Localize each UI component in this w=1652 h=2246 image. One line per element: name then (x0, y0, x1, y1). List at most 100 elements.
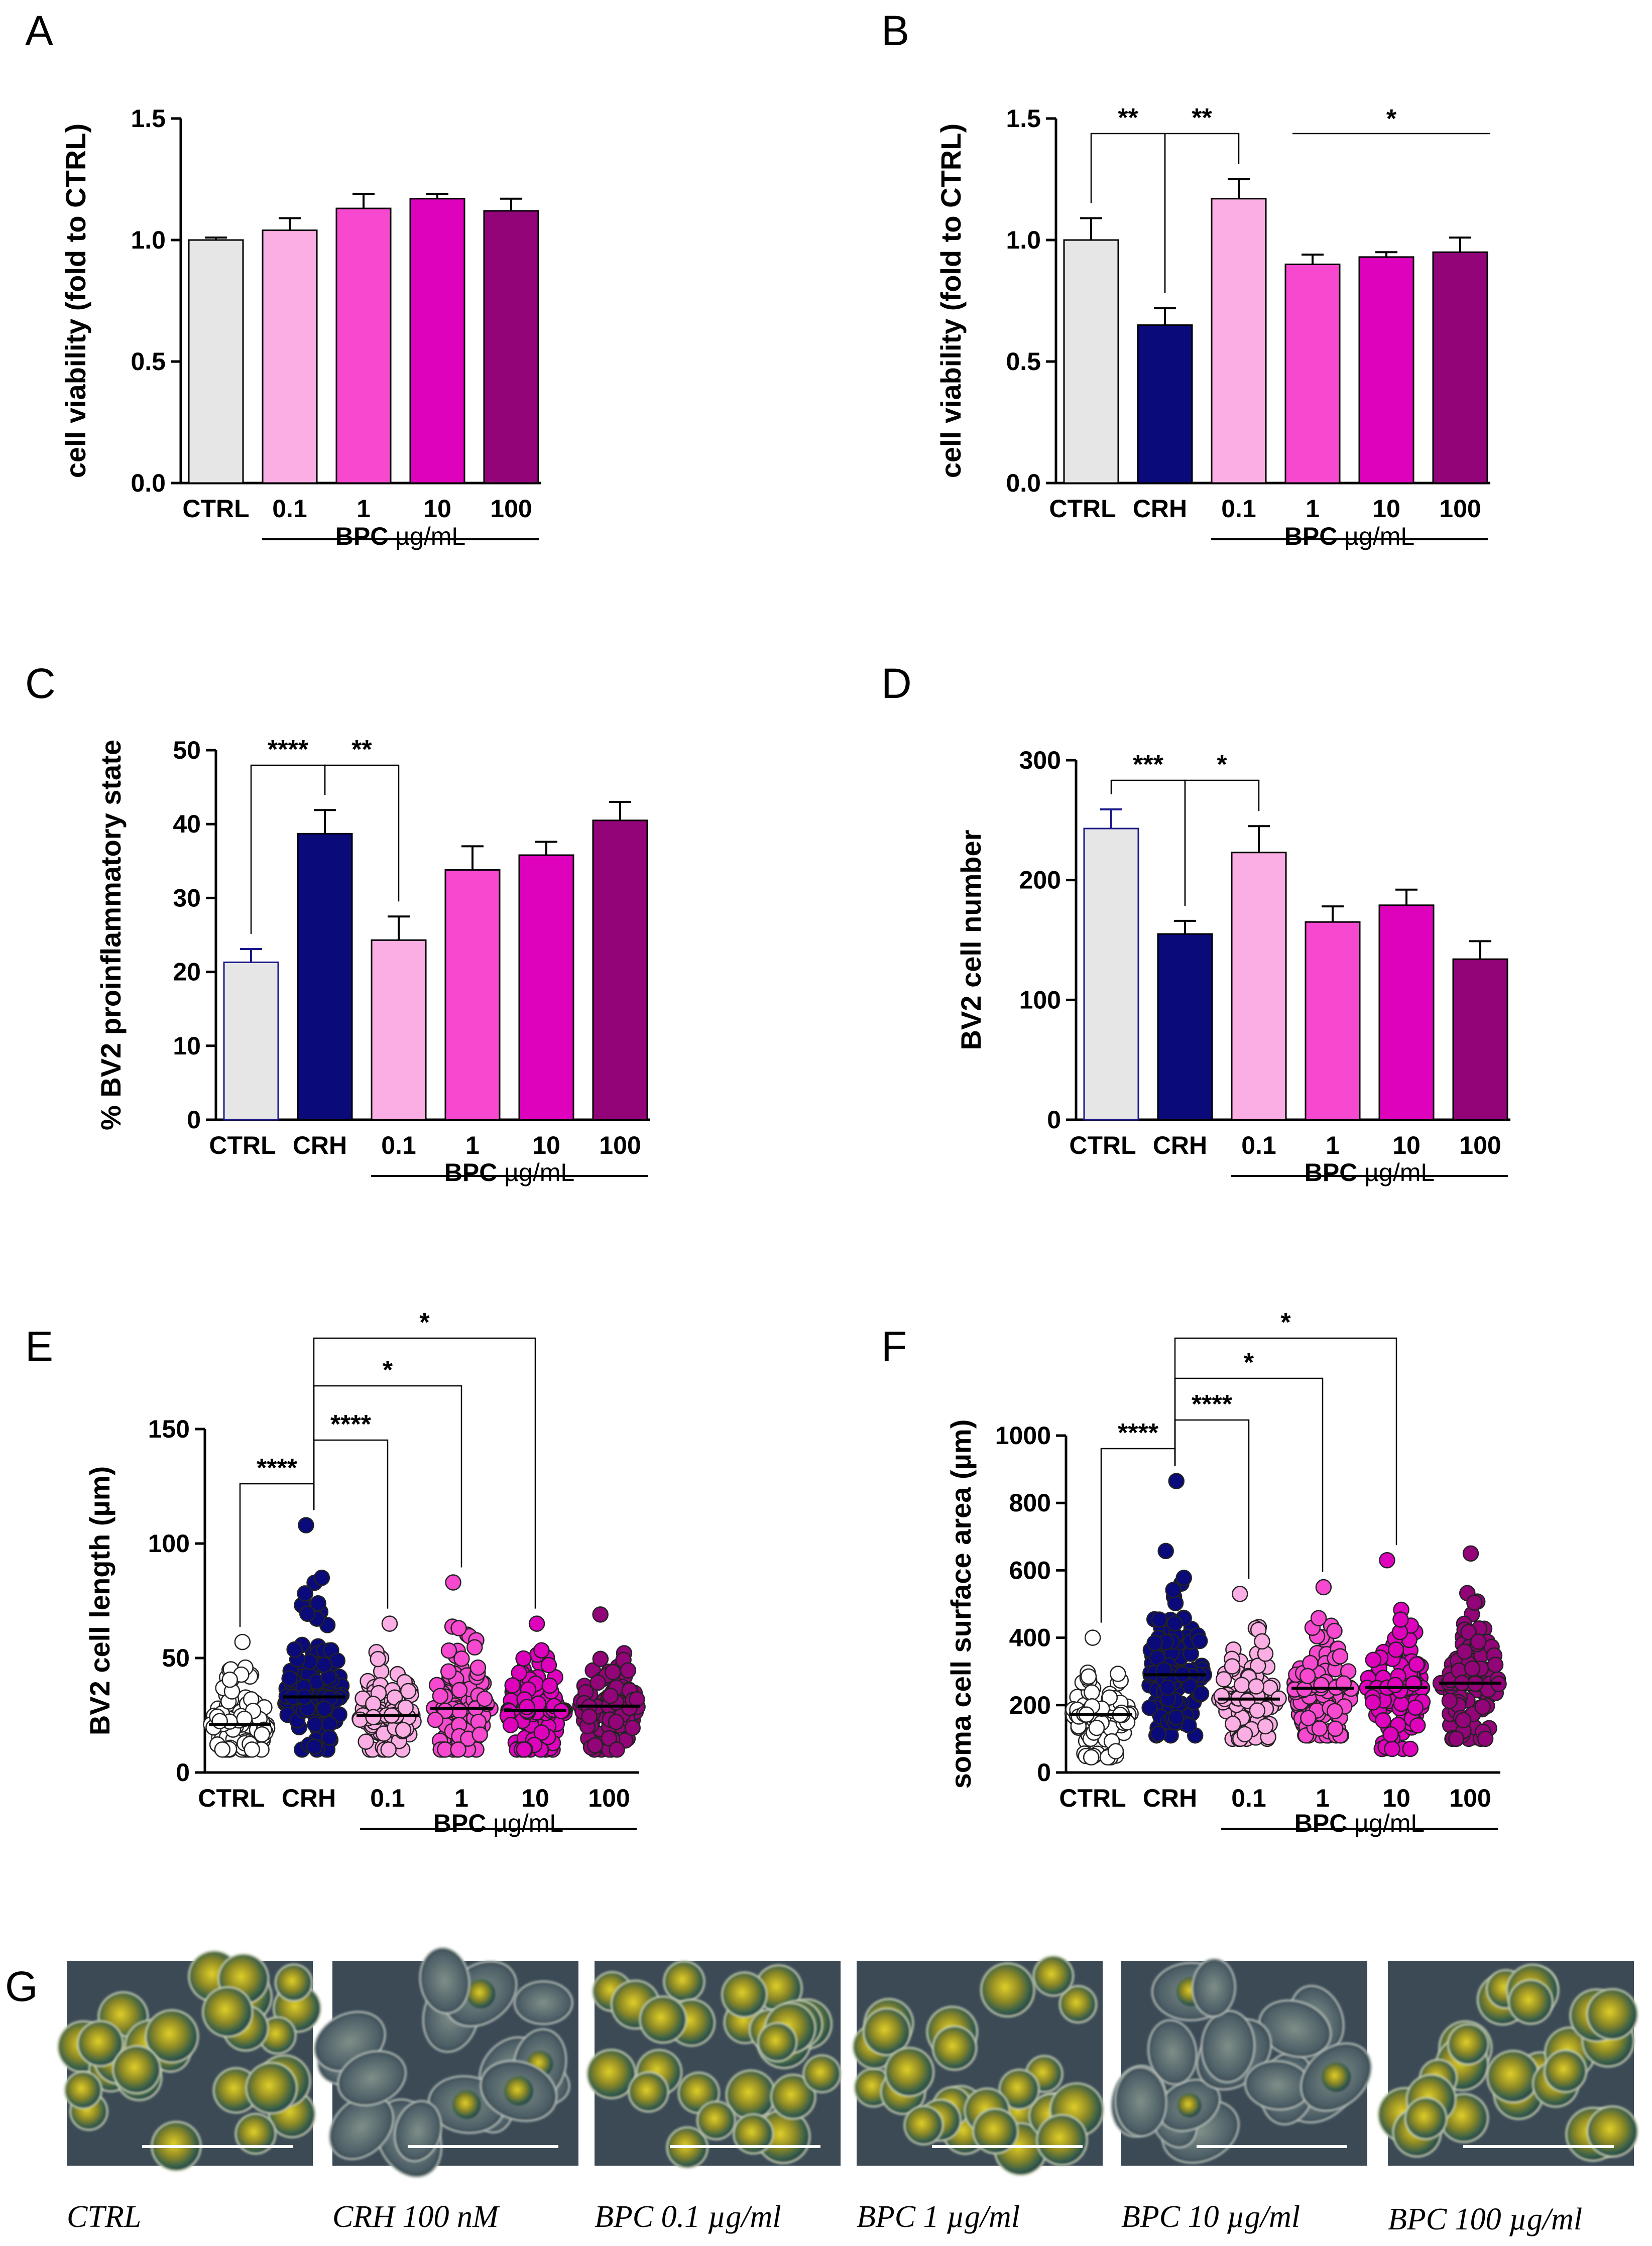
y-tick-label: 10 (173, 1032, 201, 1060)
significance-label: **** (330, 1410, 372, 1439)
data-point (397, 1699, 414, 1716)
data-point (1456, 1643, 1473, 1660)
significance-label: **** (257, 1454, 298, 1483)
bar (444, 869, 501, 1121)
micrograph-0: CTRL (57, 1950, 322, 2234)
y-tick-label: 0 (1047, 1106, 1061, 1134)
x-tick-label: 100 (1439, 495, 1481, 523)
cell (721, 1971, 768, 2018)
data-point (1101, 1689, 1118, 1706)
data-point (440, 1663, 457, 1680)
x-tick-label: 0.1 (272, 495, 307, 523)
x-tick-label: CTRL (198, 1784, 265, 1812)
data-point (1257, 1718, 1274, 1735)
cell (1192, 1958, 1236, 2018)
data-point (1110, 1666, 1126, 1682)
data-point (620, 1662, 637, 1679)
data-point (450, 1741, 466, 1758)
y-tick-label: 1.0 (1006, 226, 1041, 254)
cell (64, 2071, 102, 2109)
data-point (1232, 1586, 1248, 1602)
cell-nucleus (1177, 2093, 1202, 2117)
micrograph-caption: BPC 1 µg/ml (857, 2200, 1020, 2234)
bpc-unit-label: BPC µg/mL (1305, 1158, 1435, 1187)
data-point (592, 1650, 609, 1668)
y-tick-label: 100 (1019, 986, 1061, 1014)
micrograph-1: CRH 100 nM (313, 1947, 578, 2234)
data-point (370, 1650, 387, 1668)
data-point (581, 1708, 598, 1725)
data-point (601, 1730, 618, 1747)
panel-letter: F (881, 1323, 907, 1370)
micrograph-5: BPC 100 µg/ml (1377, 1961, 1639, 2236)
significance-bracket (1100, 1448, 1176, 1623)
x-tick-label: CRH (282, 1784, 336, 1812)
panel-D: D 0 100 200 300 BV2 cell number CTRL CRH 0.1 1 10 1… (881, 660, 1510, 1187)
bar (1157, 933, 1213, 1121)
bpc-unit: µg/mL (486, 1809, 563, 1837)
y-tick-label: 1.5 (131, 104, 166, 133)
x-tick-label: 1 (1306, 495, 1320, 523)
cell (245, 2062, 298, 2114)
cell (328, 2094, 394, 2160)
y-tick-label: 50 (173, 736, 201, 764)
x-tick-label: 100 (599, 1131, 641, 1159)
data-point (1315, 1579, 1332, 1596)
panel-letter: E (25, 1323, 53, 1370)
cell-nucleus (1321, 2062, 1351, 2092)
significance-label: ** (1192, 103, 1212, 133)
y-tick-label: 0.5 (1006, 347, 1041, 376)
data-point (234, 1633, 251, 1650)
data-point (1233, 1677, 1250, 1693)
data-point (1193, 1685, 1210, 1702)
x-tick-label: 1 (1326, 1131, 1340, 1159)
data-point (440, 1642, 457, 1659)
bpc-unit-label: BPC µg/mL (335, 522, 465, 550)
data-point (1236, 1726, 1253, 1743)
data-point (244, 1741, 261, 1758)
data-point (321, 1716, 338, 1732)
data-point (533, 1724, 550, 1741)
panel-letter: G (5, 1963, 38, 2010)
y-tick-label: 0.5 (131, 347, 166, 376)
data-point (451, 1682, 468, 1699)
data-point (1408, 1656, 1425, 1673)
cell (1058, 1985, 1098, 2024)
data-point (1402, 1740, 1419, 1757)
x-tick-label: 0.1 (1241, 1131, 1276, 1159)
data-point (1441, 1693, 1458, 1709)
data-point (1165, 1582, 1182, 1598)
panel-A: A 0.0 0.5 1.0 1.5 cell viability (fold to CTR… (25, 7, 541, 550)
data-point (236, 1710, 253, 1727)
significance-label: * (1244, 1348, 1254, 1377)
data-point (592, 1606, 609, 1623)
significance-label: ** (351, 735, 372, 764)
y-tick-label: 40 (173, 810, 201, 838)
cell (145, 2009, 199, 2064)
x-tick-label: 100 (588, 1784, 630, 1812)
significance-label: **** (268, 735, 309, 764)
data-point (1379, 1552, 1395, 1569)
cell (234, 2113, 277, 2155)
cell (77, 2020, 124, 2067)
data-point (1080, 1668, 1097, 1685)
cell (696, 2100, 736, 2141)
significance-label: * (1217, 750, 1227, 779)
data-point (306, 1738, 323, 1755)
cell-nucleus (504, 2076, 533, 2105)
cell (903, 2105, 944, 2146)
data-point (541, 1677, 558, 1694)
x-tick-label: CRH (1133, 495, 1187, 523)
cell (419, 1947, 470, 2015)
y-tick-label: 400 (1009, 1624, 1051, 1652)
bpc-bold: BPC (335, 522, 389, 550)
bpc-unit: µg/mL (1347, 1809, 1425, 1837)
data-point (297, 1585, 313, 1602)
y-tick-label: 0.0 (131, 469, 166, 497)
data-point (1254, 1633, 1270, 1650)
bar (1063, 239, 1119, 484)
data-point (605, 1664, 621, 1681)
bar (409, 198, 465, 484)
data-point (1407, 1699, 1424, 1716)
data-point (466, 1639, 483, 1656)
